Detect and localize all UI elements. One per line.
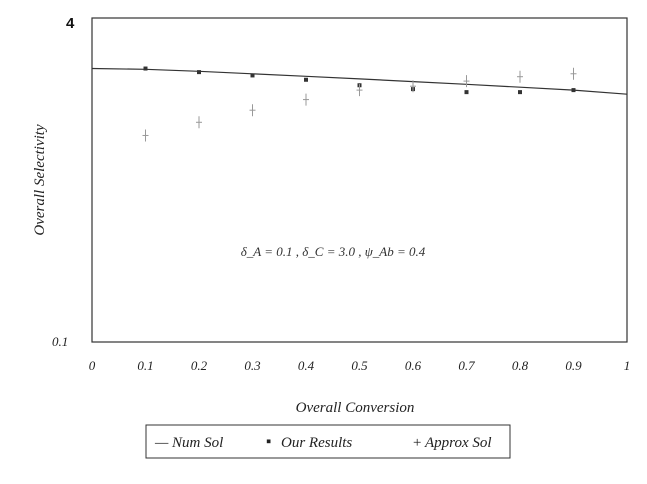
legend-label-approx-sol: Approx Sol — [424, 435, 492, 451]
x-tick-labels: 0 0.1 0.2 0.3 0.4 0.5 0.6 0.7 0.8 0.9 1 — [89, 358, 631, 373]
approx-sol-point — [410, 80, 416, 93]
legend-label-num-sol: Num Sol — [171, 435, 223, 451]
approx-sol-point — [303, 93, 309, 106]
x-tick-label: 0.6 — [405, 358, 422, 373]
y-tick-max: 4 — [66, 15, 75, 32]
approx-sol-point — [196, 116, 202, 129]
legend-symbol-approx-sol: + — [412, 435, 422, 451]
legend-symbol-our-results: ▪ — [266, 434, 271, 450]
x-tick-label: 0 — [89, 358, 96, 373]
approx-sol-point — [570, 67, 577, 80]
num-sol-line — [91, 67, 628, 95]
approx-sol-point — [517, 70, 523, 83]
x-tick-label: 0.1 — [137, 358, 153, 373]
approx-sol-point — [142, 129, 149, 142]
our-results-point — [464, 90, 469, 95]
our-results-point — [518, 90, 522, 95]
approx-sol-point — [249, 104, 256, 117]
plot-frame — [91, 17, 628, 343]
approx-sol-point — [356, 84, 363, 97]
legend-box — [145, 424, 511, 459]
approx-sol-point — [463, 75, 470, 88]
x-axis-title: Overall Conversion — [296, 400, 415, 416]
y-tick-min: 0.1 — [52, 334, 68, 349]
x-tick-label: 0.7 — [458, 358, 475, 373]
x-tick-label: 0.9 — [565, 358, 582, 373]
x-tick-label: 0.2 — [191, 358, 208, 373]
x-tick-label: 0.4 — [298, 358, 315, 373]
x-tick-label: 0.3 — [244, 358, 261, 373]
y-axis-title: Overall Selectivity — [32, 124, 48, 236]
parameter-annotation: δ_A = 0.1 , δ_C = 3.0 , ψ_Ab = 0.4 — [241, 244, 426, 259]
our-results-point — [571, 88, 576, 93]
legend-symbol-num-sol: — — [154, 435, 169, 451]
x-tick-label: 0.8 — [512, 358, 529, 373]
our-results-point — [250, 73, 255, 78]
our-results-point — [197, 70, 201, 75]
our-results-point — [304, 77, 308, 82]
approx-sol-markers — [142, 67, 577, 142]
x-tick-label: 0.5 — [351, 358, 368, 373]
our-results-point — [143, 66, 148, 71]
legend-label-our-results: Our Results — [281, 435, 352, 451]
x-tick-label: 1 — [624, 358, 631, 373]
